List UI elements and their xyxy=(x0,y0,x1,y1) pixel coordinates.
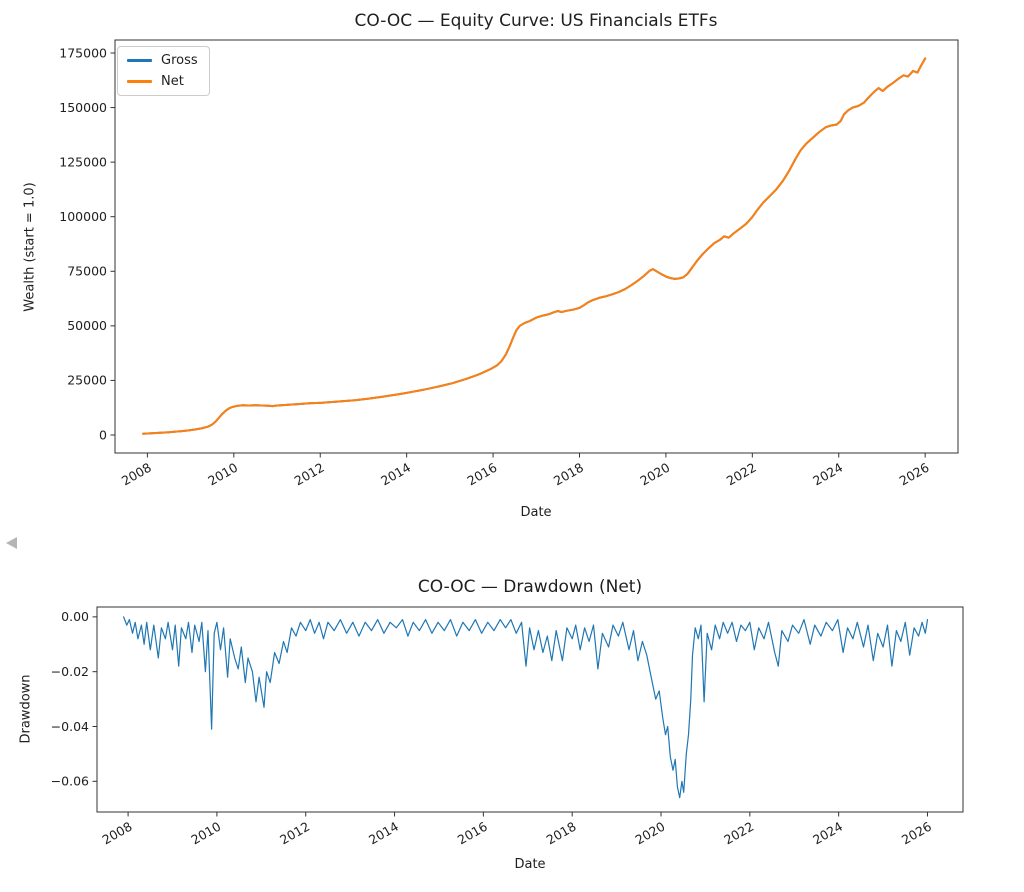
legend-label-gross: Gross xyxy=(161,53,198,68)
equity-x-axis-label: Date xyxy=(520,505,552,520)
drawdown-x-tick-label: 2020 xyxy=(632,819,667,848)
equity-y-tick-label: 175000 xyxy=(59,45,107,60)
drawdown-x-tick-label: 2024 xyxy=(810,819,845,848)
legend-entry-net: Net xyxy=(127,75,198,88)
equity-y-tick-label: 150000 xyxy=(59,100,107,115)
equity-x-tick-label: 2022 xyxy=(724,460,759,489)
drawdown-series-drawdown-net- xyxy=(123,616,929,799)
equity-x-tick-label: 2016 xyxy=(465,460,500,489)
equity-y-tick-label: 50000 xyxy=(67,318,107,333)
drawdown-y-tick-label: 0.00 xyxy=(61,609,89,624)
drawdown-y-axis-label: Drawdown xyxy=(18,674,34,744)
equity-x-tick-label: 2020 xyxy=(637,460,672,489)
equity-x-tick-label: 2008 xyxy=(119,460,154,489)
equity-x-tick-label: 2026 xyxy=(897,460,932,489)
drawdown-x-tick-label: 2014 xyxy=(366,819,401,848)
equity-y-tick-label: 75000 xyxy=(67,264,107,279)
drawdown-chart-title: CO-OC — Drawdown (Net) xyxy=(417,577,643,597)
equity-x-tick-label: 2018 xyxy=(551,460,586,489)
equity-series-gross xyxy=(142,57,927,435)
equity-series-net xyxy=(142,57,927,435)
drawdown-x-tick-label: 2026 xyxy=(899,819,934,848)
legend-label-net: Net xyxy=(161,74,184,89)
equity-y-tick-label: 100000 xyxy=(59,209,107,224)
drawdown-y-tick-label: −0.06 xyxy=(51,774,89,789)
drawdown-x-tick-label: 2018 xyxy=(544,819,579,848)
equity-x-tick-label: 2010 xyxy=(205,460,240,489)
drawdown-x-tick-label: 2008 xyxy=(100,819,135,848)
drawdown-y-tick-label: −0.04 xyxy=(51,719,89,734)
gross-line-swatch xyxy=(127,59,152,62)
net-line-swatch xyxy=(127,80,152,83)
equity-x-tick-label: 2012 xyxy=(292,460,327,489)
equity-plot-frame xyxy=(114,39,959,454)
equity-y-tick-label: 0 xyxy=(99,427,107,442)
drawdown-x-axis-label: Date xyxy=(514,857,546,872)
equity-x-tick-label: 2024 xyxy=(810,460,845,489)
legend: Gross Net xyxy=(117,46,210,96)
equity-y-tick-label: 25000 xyxy=(67,373,107,388)
drawdown-x-tick-label: 2010 xyxy=(188,819,223,848)
drawdown-y-tick-label: −0.02 xyxy=(51,664,89,679)
equity-x-tick-label: 2014 xyxy=(378,460,413,489)
drawdown-x-tick-label: 2022 xyxy=(721,819,756,848)
drawdown-plot-frame xyxy=(96,606,964,813)
drawdown-x-tick-label: 2016 xyxy=(455,819,490,848)
legend-entry-gross: Gross xyxy=(127,54,198,67)
equity-chart-title: CO-OC — Equity Curve: US Financials ETFs xyxy=(354,11,718,31)
collapse-arrow-icon[interactable] xyxy=(6,537,17,549)
equity-y-tick-label: 125000 xyxy=(59,154,107,169)
drawdown-x-tick-label: 2012 xyxy=(277,819,312,848)
equity-y-axis-label: Wealth (start = 1.0) xyxy=(22,182,38,312)
